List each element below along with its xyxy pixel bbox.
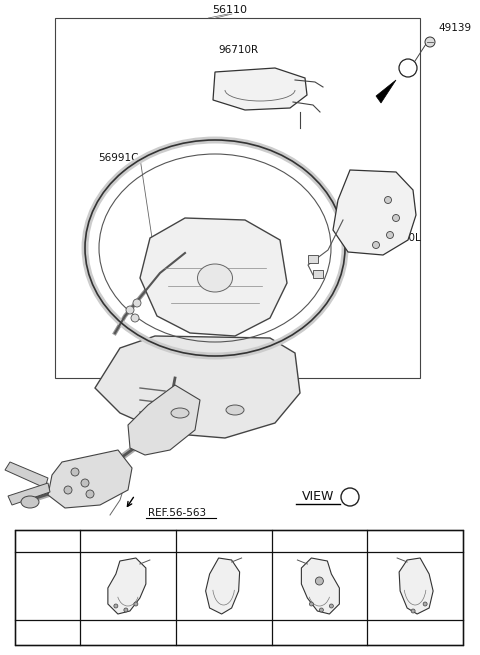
- Polygon shape: [213, 68, 307, 110]
- Circle shape: [423, 602, 427, 606]
- Text: P/NO: P/NO: [35, 627, 60, 637]
- Circle shape: [124, 608, 128, 612]
- Polygon shape: [333, 170, 416, 255]
- Bar: [55, 18, 420, 378]
- Circle shape: [425, 37, 435, 47]
- Circle shape: [134, 602, 138, 606]
- Circle shape: [310, 602, 313, 606]
- Text: VIEW: VIEW: [302, 491, 334, 504]
- Bar: [313, 270, 323, 278]
- Bar: [308, 255, 318, 263]
- Text: 96700-3X700: 96700-3X700: [193, 628, 254, 637]
- Text: 96710L: 96710L: [382, 233, 421, 243]
- Polygon shape: [5, 462, 48, 488]
- Text: 96700-3X800: 96700-3X800: [289, 628, 350, 637]
- Circle shape: [133, 299, 141, 307]
- Text: 96700-3X500: 96700-3X500: [97, 628, 158, 637]
- Polygon shape: [205, 558, 240, 614]
- Text: 56110: 56110: [213, 5, 248, 15]
- Text: 49139: 49139: [438, 23, 471, 33]
- Text: KEY NO.: KEY NO.: [24, 536, 71, 546]
- Polygon shape: [48, 450, 132, 508]
- Circle shape: [341, 488, 359, 506]
- Bar: [15, 530, 463, 645]
- Polygon shape: [128, 385, 200, 455]
- Circle shape: [372, 242, 380, 248]
- Circle shape: [411, 609, 415, 613]
- Text: 96710R: 96710R: [218, 45, 258, 55]
- Circle shape: [81, 479, 89, 487]
- Circle shape: [393, 214, 399, 221]
- Circle shape: [131, 314, 139, 322]
- Text: 96710L: 96710L: [156, 536, 195, 546]
- Text: 96700-3X900: 96700-3X900: [384, 628, 446, 637]
- Ellipse shape: [226, 405, 244, 415]
- Polygon shape: [399, 558, 433, 614]
- Circle shape: [399, 59, 417, 77]
- Text: A: A: [347, 493, 353, 502]
- Polygon shape: [301, 558, 339, 614]
- Text: 56991C: 56991C: [98, 153, 139, 163]
- Ellipse shape: [197, 264, 232, 292]
- Circle shape: [315, 577, 324, 585]
- Circle shape: [319, 608, 324, 612]
- Circle shape: [86, 490, 94, 498]
- Circle shape: [126, 306, 134, 314]
- Polygon shape: [8, 483, 50, 505]
- Polygon shape: [95, 336, 300, 438]
- Polygon shape: [140, 218, 287, 336]
- Circle shape: [386, 231, 394, 238]
- Text: REF.56-563: REF.56-563: [148, 508, 206, 518]
- Text: ILLUST: ILLUST: [30, 581, 65, 591]
- Circle shape: [71, 468, 79, 476]
- Circle shape: [384, 196, 392, 204]
- Circle shape: [329, 604, 334, 608]
- Polygon shape: [108, 558, 146, 614]
- Ellipse shape: [21, 496, 39, 508]
- Circle shape: [114, 604, 118, 608]
- Circle shape: [64, 486, 72, 494]
- Text: A: A: [405, 64, 411, 73]
- Ellipse shape: [171, 408, 189, 418]
- Polygon shape: [376, 80, 396, 103]
- Text: 96710R: 96710R: [347, 536, 387, 546]
